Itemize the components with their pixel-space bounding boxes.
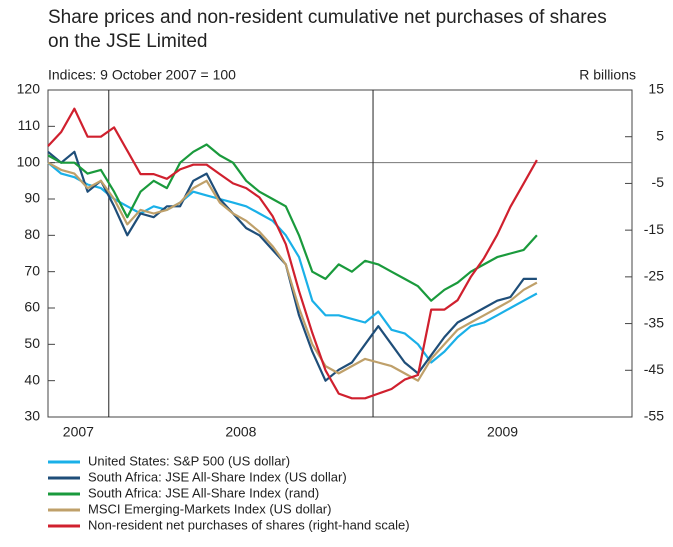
legend-label: South Africa: JSE All-Share Index (US do… xyxy=(88,469,347,484)
y-tick-label: 120 xyxy=(17,81,41,97)
y2-tick-label: -15 xyxy=(644,221,664,237)
y2-tick-label: -5 xyxy=(652,174,665,190)
plot-frame xyxy=(47,89,633,418)
series-line xyxy=(47,161,538,382)
y-tick-label: 80 xyxy=(24,226,40,242)
y2-tick-label: -45 xyxy=(644,361,664,377)
y2-tick-label: -25 xyxy=(644,268,664,284)
series-line xyxy=(47,161,538,364)
y-tick-label: 40 xyxy=(24,371,40,387)
y2-tick-label: -55 xyxy=(644,408,664,424)
y-axis-label: Indices: 9 October 2007 = 100 xyxy=(48,67,236,83)
y2-tick-label: -35 xyxy=(644,314,664,330)
legend-label: United States: S&P 500 (US dollar) xyxy=(88,453,290,468)
y2-tick-label: 15 xyxy=(648,81,664,97)
y-tick-label: 50 xyxy=(24,335,40,351)
y-tick-label: 90 xyxy=(24,190,40,206)
y2-axis-label: R billions xyxy=(579,67,636,83)
x-tick-label: 2009 xyxy=(487,424,518,440)
y-tick-label: 30 xyxy=(24,408,40,424)
y-tick-label: 60 xyxy=(24,299,40,315)
y-tick-label: 100 xyxy=(17,153,41,169)
legend-label: MSCI Emerging-Markets Index (US dollar) xyxy=(88,501,331,516)
series-line xyxy=(47,143,538,302)
x-tick-label: 2008 xyxy=(225,424,256,440)
y2-tick-label: 5 xyxy=(656,127,664,143)
series-line xyxy=(47,107,538,400)
x-tick-label: 2007 xyxy=(63,424,94,440)
y-tick-label: 110 xyxy=(18,117,41,133)
legend-label: Non-resident net purchases of shares (ri… xyxy=(88,517,410,532)
y-tick-label: 70 xyxy=(24,262,40,278)
legend-label: South Africa: JSE All-Share Index (rand) xyxy=(88,485,319,500)
chart-title: Share prices and non-resident cumulative… xyxy=(48,7,607,52)
